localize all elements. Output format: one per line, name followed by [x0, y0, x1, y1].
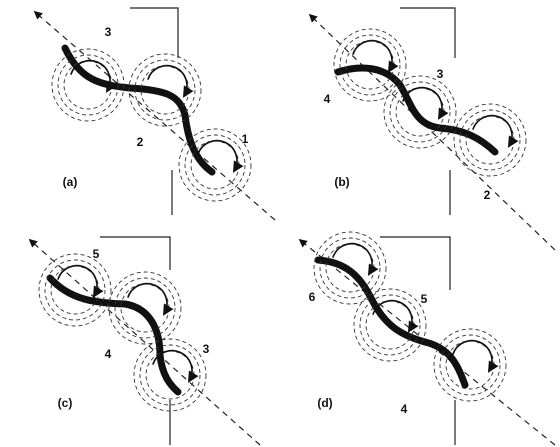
- field-line: [139, 344, 201, 406]
- field-line: [184, 134, 246, 196]
- field-line: [383, 75, 457, 149]
- field-line: [108, 271, 182, 345]
- worm: [334, 64, 499, 156]
- flow-arc: [402, 86, 449, 120]
- flow-arc: [152, 349, 199, 383]
- vortex-number: 3: [105, 25, 112, 39]
- flow-arc: [197, 139, 244, 173]
- panel-label: (b): [334, 175, 349, 189]
- field-line: [38, 253, 112, 327]
- frame-line: [130, 7, 179, 215]
- frame-line: [100, 236, 171, 445]
- vortex-number: 3: [437, 67, 444, 81]
- flow-arc: [472, 114, 519, 148]
- frame-line: [380, 236, 456, 445]
- vortex-number: 2: [137, 135, 144, 149]
- field-line: [389, 81, 451, 143]
- axis-arrow: [28, 238, 261, 446]
- vortex-number: 5: [421, 292, 428, 306]
- field-line: [133, 338, 207, 412]
- flow-arc: [452, 339, 499, 373]
- vortex-number: 4: [324, 92, 331, 106]
- field-line: [114, 277, 176, 339]
- field-line: [57, 54, 119, 116]
- worm: [61, 44, 216, 176]
- worm: [314, 256, 469, 389]
- flow-arc: [147, 64, 194, 98]
- vortex-number: 1: [242, 132, 249, 146]
- figure-layout: [28, 7, 556, 446]
- flow-arc: [70, 59, 117, 93]
- vortex-number: 3: [203, 342, 210, 356]
- flow-arc: [372, 299, 419, 333]
- vortex-number: 2: [484, 188, 491, 202]
- vortex-number: 4: [401, 402, 408, 416]
- field-line: [439, 334, 501, 396]
- flow-arc: [127, 282, 174, 316]
- vortex-number: 5: [93, 247, 100, 261]
- field-line: [339, 34, 401, 96]
- panel-label: (d): [317, 396, 332, 410]
- panel-label: (c): [58, 396, 73, 410]
- field-line: [453, 103, 527, 177]
- field-line: [459, 109, 521, 171]
- field-line: [353, 288, 427, 362]
- field-line: [44, 259, 106, 321]
- field-line: [433, 328, 507, 402]
- field-line: [134, 59, 196, 121]
- flow-arc: [352, 39, 399, 73]
- field-line: [178, 128, 252, 202]
- panel-label: (a): [63, 175, 78, 189]
- field-line: [319, 237, 381, 299]
- field-line: [313, 231, 387, 305]
- field-line: [128, 53, 202, 127]
- field-line: [51, 48, 125, 122]
- worm: [46, 274, 182, 396]
- vortex-number: 6: [309, 290, 316, 304]
- vortices: [38, 28, 527, 412]
- flow-arc: [332, 242, 379, 276]
- axis-arrow: [33, 10, 276, 221]
- field-line: [359, 294, 421, 356]
- vortex-number: 4: [105, 347, 112, 361]
- frame-line: [400, 7, 456, 215]
- flow-arc: [57, 264, 104, 298]
- field-line: [333, 28, 407, 102]
